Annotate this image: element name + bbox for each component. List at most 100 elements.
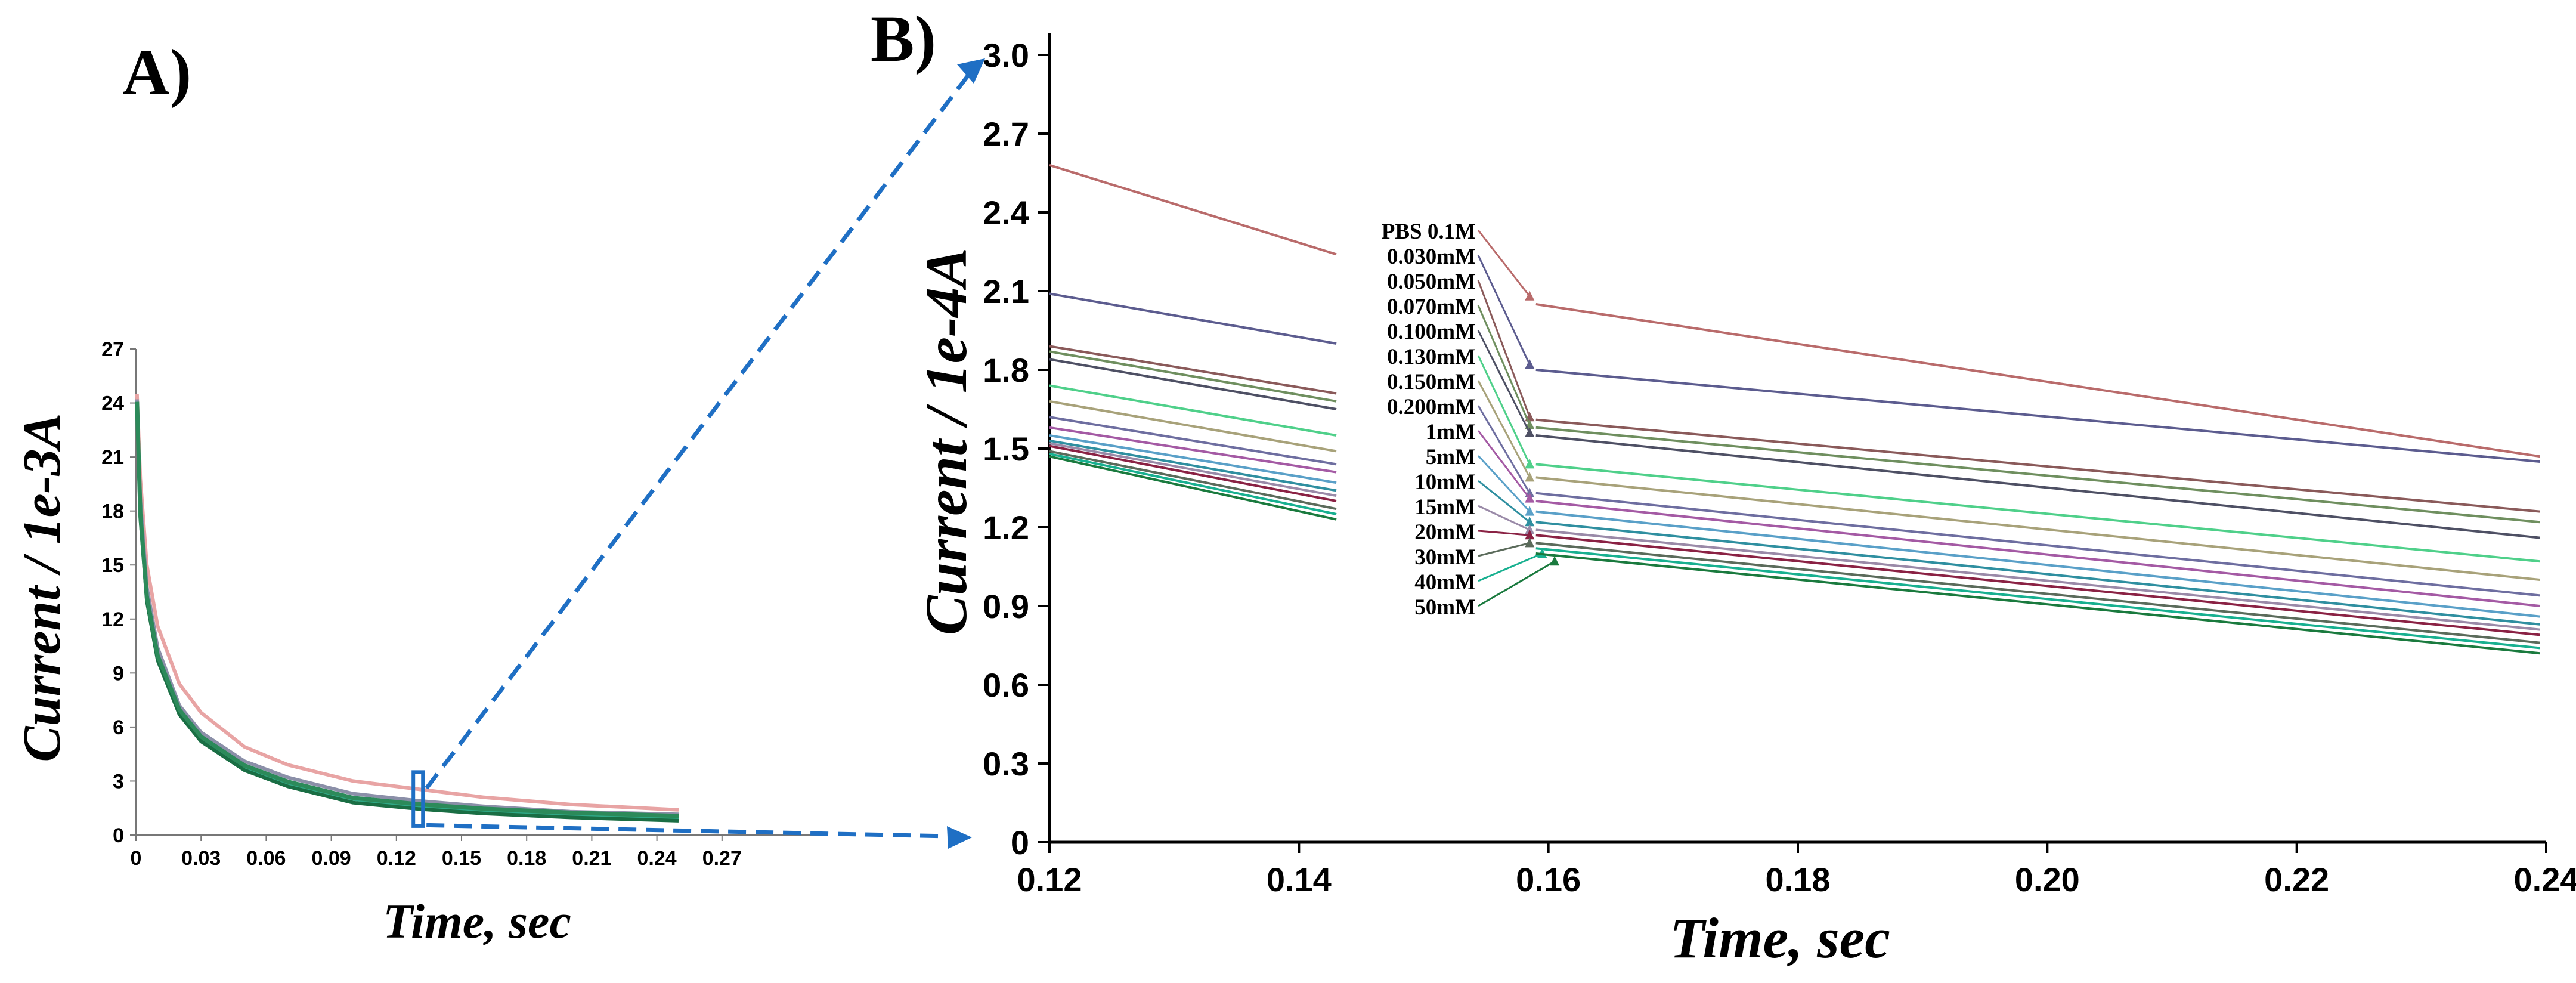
- b-legend-leader: [1477, 305, 1531, 425]
- a-y-tick-label: 21: [101, 446, 124, 469]
- b-legend-leader: [1478, 552, 1543, 582]
- b-series-line-right: [1535, 552, 2540, 655]
- b-legend-leader: [1477, 455, 1531, 512]
- b-legend-label: 15mM: [1414, 495, 1476, 520]
- panel-a: 0 0.03 0.06 0.09 0.12 0.15 0.18 0.21 0.24 0.27 0 3 6…: [13, 338, 826, 948]
- b-series-marker: [1525, 472, 1535, 482]
- a-x-axis-title: Time, sec: [383, 894, 571, 948]
- b-series-line-right: [1535, 463, 2540, 563]
- b-series-line-left: [1049, 384, 1337, 437]
- b-series-line-right: [1535, 534, 2540, 636]
- zoom-arrow-bottom: [426, 823, 949, 839]
- b-series-line-right: [1535, 510, 2540, 618]
- a-y-tick-label: 12: [101, 608, 124, 631]
- b-legend-leader: [1477, 405, 1531, 494]
- b-series-line-left: [1049, 442, 1337, 497]
- b-legend-label: 40mM: [1414, 570, 1476, 595]
- b-legend-leader: [1477, 230, 1531, 297]
- b-legend-label: 20mM: [1414, 520, 1476, 545]
- b-legend-leader: [1478, 530, 1530, 536]
- b-legend-leader: [1477, 255, 1531, 365]
- a-y-tick-label: 15: [101, 554, 124, 577]
- zoom-arrow-top: [425, 69, 974, 790]
- b-legend-label: 5mM: [1426, 445, 1476, 469]
- b-series-marker: [1525, 537, 1535, 548]
- b-legend-label: PBS 0.1M: [1382, 220, 1476, 244]
- b-x-tick-label: 0.16: [1516, 861, 1581, 898]
- b-legend-leader: [1477, 280, 1531, 418]
- a-zoom-marker: [411, 770, 425, 828]
- b-series-line-left: [1049, 292, 1337, 345]
- a-y-tick-label: 9: [113, 662, 124, 685]
- a-x-tick-label: 0.06: [246, 847, 286, 870]
- b-series-line-right: [1535, 542, 2540, 644]
- a-x-tick-label: 0.15: [442, 847, 481, 870]
- a-series-line: [135, 403, 679, 820]
- b-legend-leader: [1477, 355, 1531, 465]
- b-legend-leader: [1478, 560, 1555, 607]
- b-series-line-left: [1049, 426, 1337, 474]
- b-series-line-left: [1049, 450, 1337, 511]
- a-x-tick-label: 0.21: [572, 847, 611, 870]
- b-series-line-right: [1535, 476, 2540, 581]
- b-series-line-left: [1049, 416, 1337, 466]
- b-y-tick-label: 3.0: [983, 36, 1029, 74]
- b-series-line-right: [1535, 434, 2540, 539]
- a-x-tick-label: 0.09: [312, 847, 351, 870]
- b-x-tick-label: 0.14: [1267, 861, 1332, 898]
- a-x-tick-label: 0.18: [507, 847, 546, 870]
- b-series-marker: [1525, 427, 1535, 437]
- zoom-arrows: [425, 58, 985, 849]
- b-legend-label: 0.070mM: [1387, 295, 1476, 319]
- b-series-line-left: [1049, 434, 1337, 484]
- a-y-axis-title: Current / 1e-3A: [13, 413, 72, 762]
- b-x-axis-title: Time, sec: [1670, 906, 1890, 970]
- b-y-tick-label: 1.2: [983, 509, 1029, 546]
- b-series-marker: [1525, 506, 1535, 516]
- b-legend-label: 30mM: [1414, 545, 1476, 570]
- b-legend-label: 0.050mM: [1387, 270, 1476, 294]
- b-y-tick-label: 2.4: [983, 194, 1029, 231]
- b-legend-label: 0.100mM: [1387, 320, 1476, 344]
- a-x-tick-label: 0.24: [637, 847, 677, 870]
- b-y-tick-label: 0.3: [983, 745, 1029, 783]
- b-series-marker: [1525, 290, 1535, 301]
- b-y-tick-label: 0: [1011, 824, 1029, 861]
- b-series-line-right: [1535, 547, 2540, 650]
- zoom-arrowhead-bottom: [947, 826, 972, 849]
- b-series-line-right: [1535, 303, 2540, 458]
- b-x-tick-label: 0.22: [2264, 861, 2329, 898]
- b-series-line-left: [1049, 350, 1337, 403]
- b-series-marker: [1525, 524, 1535, 534]
- b-legend-leader: [1477, 430, 1531, 499]
- b-series-marker: [1525, 517, 1535, 527]
- b-series-line-right: [1535, 418, 2540, 513]
- b-legend-label: 50mM: [1414, 595, 1476, 620]
- b-x-tick-label: 0.24: [2514, 861, 2576, 898]
- b-series-line-left: [1049, 439, 1337, 492]
- b-series-line-right: [1535, 492, 2540, 597]
- b-legend-label: 0.030mM: [1387, 245, 1476, 269]
- b-series-line-left: [1049, 358, 1337, 410]
- b-x-tick-label: 0.18: [1766, 861, 1831, 898]
- b-series-line-left: [1049, 455, 1337, 521]
- a-y-tick-label: 27: [101, 338, 124, 361]
- b-legend-leader: [1477, 330, 1531, 434]
- a-x-tick-label: 0: [131, 847, 142, 870]
- b-legend-leader: [1477, 380, 1531, 478]
- b-legend-label: 0.150mM: [1387, 370, 1476, 394]
- a-y-tick-label: 6: [113, 716, 124, 739]
- b-series-line-right: [1535, 369, 2540, 463]
- b-x-tick-label: 0.20: [2015, 861, 2080, 898]
- b-y-tick-label: 2.7: [983, 115, 1029, 153]
- b-y-tick-label: 0.9: [983, 588, 1029, 625]
- b-y-axis-title: Current / 1e-4A: [913, 248, 979, 635]
- b-y-tick-label: 1.5: [983, 430, 1029, 468]
- b-x-tick-label: 0.12: [1017, 861, 1082, 898]
- b-series-line-right: [1535, 500, 2540, 607]
- b-y-tick-label: 2.1: [983, 273, 1029, 310]
- b-series-line-left: [1049, 345, 1337, 395]
- a-y-tick-label: 3: [113, 770, 124, 793]
- b-series-marker: [1525, 459, 1535, 469]
